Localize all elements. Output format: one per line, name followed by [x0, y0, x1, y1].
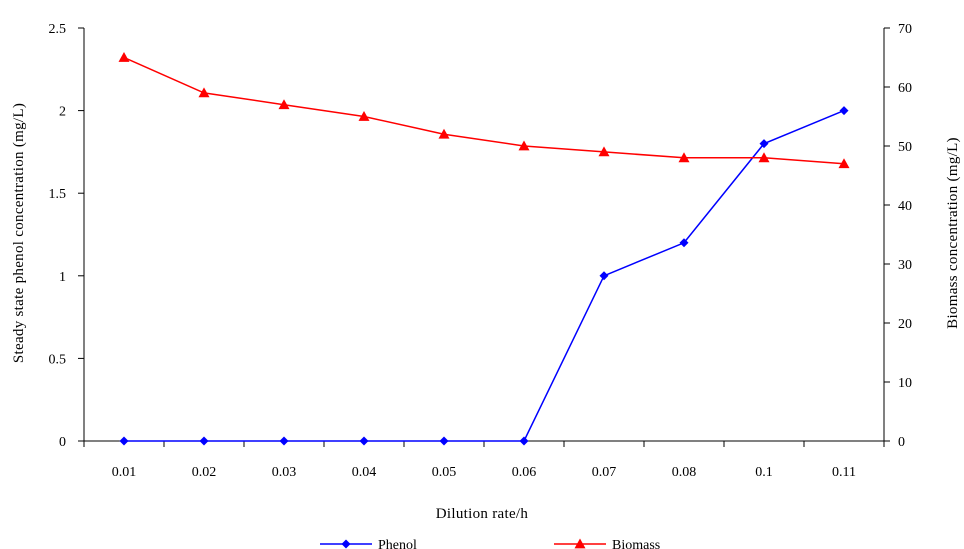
- right-y-tick-label: 40: [898, 199, 912, 214]
- right-y-tick-label: 70: [898, 22, 912, 37]
- x-tick-label: 0.01: [112, 465, 137, 480]
- phenol-data-point: [679, 238, 689, 248]
- left-y-tick-label: 1: [59, 270, 66, 285]
- right-y-tick-label: 50: [898, 140, 912, 155]
- right-y-tick-label: 60: [898, 81, 912, 96]
- phenol-data-point: [519, 436, 529, 446]
- left-y-tick-label: 2: [59, 105, 66, 120]
- legend: Phenol Biomass: [320, 538, 660, 549]
- biomass-data-point: [198, 87, 210, 98]
- series-layer: [118, 52, 850, 446]
- left-y-tick-label: 0: [59, 435, 66, 450]
- x-tick-label: 0.05: [432, 465, 457, 480]
- left-y-tick-label: 1.5: [49, 187, 67, 202]
- left-y-tick-label: 2.5: [49, 22, 67, 37]
- phenol-data-point: [199, 436, 209, 446]
- biomass-data-point: [438, 128, 450, 139]
- biomass-data-point: [598, 146, 610, 157]
- x-tick-label: 0.06: [512, 465, 537, 480]
- phenol-legend-label: Phenol: [378, 538, 417, 549]
- right-y-tick-label: 20: [898, 317, 912, 332]
- biomass-data-point: [678, 152, 690, 163]
- biomass-series-line: [123, 56, 845, 165]
- phenol-data-point: [359, 436, 369, 446]
- biomass-data-point: [838, 158, 850, 169]
- phenol-series-line: [124, 109, 845, 442]
- right-y-tick-label: 30: [898, 258, 912, 273]
- biomass-data-point: [518, 140, 530, 151]
- x-ticks: 0.01 0.02 0.03 0.04 0.05 0.06 0.07 0.08 0.1 0.11: [83, 441, 885, 480]
- x-tick-label: 0.02: [192, 465, 217, 480]
- x-tick-label: 0.08: [672, 465, 697, 480]
- right-y-ticks: 0 10 20 30 40 50 60 70: [884, 22, 912, 450]
- phenol-data-point: [839, 106, 849, 116]
- phenol-data-point: [279, 436, 289, 446]
- left-y-tick-label: 0.5: [49, 352, 67, 367]
- biomass-data-point: [118, 52, 130, 62]
- right-y-axis-title: Biomass concentration (mg/L): [945, 137, 961, 329]
- biomass-data-point: [358, 111, 370, 121]
- biomass-data-point: [278, 99, 290, 110]
- right-y-tick-label: 0: [898, 435, 905, 450]
- x-tick-label: 0.04: [352, 465, 377, 480]
- biomass-data-point: [758, 152, 770, 163]
- left-y-ticks: 0 0.5 1 1.5 2 2.5: [49, 22, 84, 450]
- x-tick-label: 0.1: [755, 465, 773, 480]
- x-axis-title: Dilution rate/h: [436, 506, 529, 522]
- x-tick-label: 0.07: [592, 465, 617, 480]
- phenol-data-point: [599, 271, 609, 281]
- biomass-data-point: [574, 538, 586, 549]
- x-tick-label: 0.11: [832, 465, 856, 480]
- right-y-tick-label: 10: [898, 376, 912, 391]
- biomass-legend-label: Biomass: [612, 538, 660, 549]
- left-y-axis-title: Steady state phenol concentration (mg/L): [11, 103, 27, 363]
- phenol-data-point: [341, 539, 351, 549]
- x-tick-label: 0.03: [272, 465, 297, 480]
- phenol-data-point: [119, 436, 129, 446]
- phenol-data-point: [439, 436, 449, 446]
- phenol-data-point: [759, 139, 769, 149]
